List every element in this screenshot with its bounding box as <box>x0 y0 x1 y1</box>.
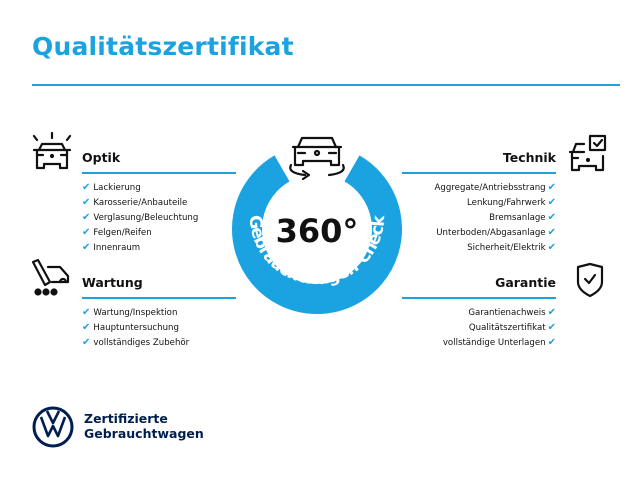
list-item: Sicherheit/Elektrik ✔ <box>467 242 556 253</box>
list-item: Aggregate/Antriebsstrang ✔ <box>434 182 556 193</box>
section-wartung: Wartung ✔ Wartung/Inspektion ✔ Hauptunters… <box>82 274 236 350</box>
check-icon: ✔ <box>82 197 91 208</box>
check-icon: ✔ <box>82 307 91 318</box>
check-icon: ✔ <box>547 212 556 223</box>
check-icon: ✔ <box>547 227 556 238</box>
list-item: ✔ Hauptuntersuchung <box>82 322 179 333</box>
check-icon: ✔ <box>82 227 91 238</box>
shield-check-icon <box>576 262 604 298</box>
list-item: ✔ Wartung/Inspektion <box>82 307 178 318</box>
degree-label: 360° <box>276 212 359 250</box>
page-title: Qualitätszertifikat <box>32 32 294 61</box>
check-icon: ✔ <box>82 337 91 348</box>
check-icon: ✔ <box>82 322 91 333</box>
brand-line-2: Gebrauchtwagen <box>84 426 204 441</box>
section-heading: Optik <box>82 150 121 165</box>
list-item: ✔ Felgen/Reifen <box>82 227 152 238</box>
check-icon: ✔ <box>82 212 91 223</box>
section-heading: Wartung <box>82 275 143 290</box>
wrench-van-icon <box>31 258 70 296</box>
section-heading: Garantie <box>495 275 556 290</box>
check-icon: ✔ <box>547 307 556 318</box>
car-checkbox-icon <box>568 134 607 172</box>
list-item: Unterboden/Abgasanlage ✔ <box>436 227 556 238</box>
car-rotate-icon <box>289 136 345 181</box>
list-item: Garantienachweis ✔ <box>468 307 556 318</box>
list-item: Lenkung/Fahrwerk ✔ <box>467 197 556 208</box>
check-icon: ✔ <box>547 322 556 333</box>
brand-name: Zertifizierte Gebrauchtwagen <box>84 411 204 441</box>
360-check-badge: 360° Gebrauchtwagen-Check <box>232 136 402 314</box>
list-item: ✔ Innenraum <box>82 242 141 253</box>
list-item: Qualitätszertifikat ✔ <box>468 322 556 333</box>
section-optik: Optik ✔ Lackierung ✔ Karosserie/Anbauteile… <box>82 149 236 255</box>
check-icon: ✔ <box>547 337 556 348</box>
check-icon: ✔ <box>82 242 91 253</box>
list-item: Bremsanlage ✔ <box>489 212 556 223</box>
check-icon: ✔ <box>82 182 91 193</box>
section-divider <box>82 297 236 299</box>
section-divider <box>402 297 556 299</box>
section-divider <box>82 172 236 174</box>
car-lights-icon <box>32 132 72 170</box>
list-item: ✔ vollständiges Zubehör <box>82 337 190 348</box>
brand-line-1: Zertifizierte <box>84 411 168 426</box>
section-heading: Technik <box>502 150 556 165</box>
title-divider <box>32 84 620 86</box>
list-item: ✔ Verglasung/Beleuchtung <box>82 212 199 223</box>
section-technik: Technik Aggregate/Antriebsstrang ✔ Lenkun… <box>402 149 556 255</box>
list-item: ✔ Lackierung <box>82 182 141 193</box>
list-item: ✔ Karosserie/Anbauteile <box>82 197 188 208</box>
ring-arc <box>232 155 402 314</box>
section-garantie: Garantie Garantienachweis ✔ Qualitätszert… <box>402 274 556 350</box>
check-icon: ✔ <box>547 197 556 208</box>
section-divider <box>402 172 556 174</box>
vw-logo <box>32 406 74 448</box>
check-icon: ✔ <box>547 182 556 193</box>
list-item: vollständige Unterlagen ✔ <box>442 337 556 348</box>
check-icon: ✔ <box>547 242 556 253</box>
